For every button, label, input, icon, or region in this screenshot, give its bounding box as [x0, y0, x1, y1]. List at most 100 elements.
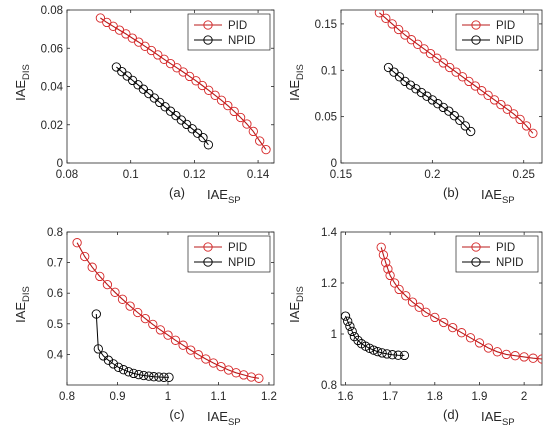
- x-tick-label: 1.6: [337, 391, 353, 403]
- data-point-pid: [374, 10, 385, 18]
- data-point-pid: [172, 63, 182, 73]
- x-axis-title: IAESP: [481, 187, 515, 206]
- plot-area-frame: [340, 231, 543, 386]
- x-tick-label: 0.08: [56, 169, 78, 181]
- y-tick-label: 0.08: [41, 5, 63, 17]
- y-axis-title-sub: DIS: [295, 286, 306, 302]
- data-point-pid: [483, 90, 493, 100]
- data-point-pid: [80, 251, 90, 262]
- data-point-pid: [201, 354, 211, 364]
- data-point-npid: [341, 311, 351, 321]
- x-tick-label: 0.12: [183, 169, 205, 181]
- y-tick-label: 0.5: [47, 319, 63, 331]
- chart-panel-c: 0.8 0.9 1 1.1 1.20.40.50.60.70.8(c) IAESPIAED…: [13, 227, 277, 428]
- data-point-pid: [492, 347, 502, 357]
- data-point-pid: [465, 333, 476, 343]
- y-tick-label: 0.05: [315, 112, 337, 124]
- legend-label-pid: PID: [228, 20, 247, 32]
- data-point-pid: [419, 44, 429, 54]
- data-point-pid: [509, 109, 519, 119]
- data-point-npid: [111, 62, 122, 72]
- legend-box: [455, 13, 539, 51]
- panel-label: (d): [443, 407, 459, 422]
- data-point-pid: [451, 67, 461, 77]
- legend-label-npid: NPID: [496, 35, 523, 47]
- x-tick-label: 0.1: [123, 169, 139, 181]
- data-point-pid: [197, 80, 207, 91]
- series-line-npid: [388, 67, 472, 132]
- data-point-npid: [449, 111, 459, 121]
- data-point-pid: [210, 90, 220, 100]
- data-point-pid: [501, 349, 511, 360]
- data-point-pid: [255, 136, 265, 146]
- x-axis-title-sub: SP: [228, 417, 241, 428]
- data-point-npid: [394, 72, 405, 82]
- y-axis-title-sub: DIS: [21, 64, 32, 80]
- data-point-npid: [387, 350, 398, 360]
- series-line-pid: [379, 12, 534, 134]
- data-point-pid: [385, 270, 395, 281]
- series-npid: [341, 311, 410, 361]
- x-tick-label: 1.2: [261, 391, 277, 403]
- y-axis-title-sub: DIS: [295, 64, 306, 80]
- data-point-pid: [95, 271, 105, 282]
- data-point-npid: [460, 121, 470, 131]
- series-line-npid: [345, 315, 405, 356]
- data-point-pid: [148, 319, 158, 330]
- data-point-pid: [407, 297, 418, 307]
- data-point-pid: [401, 291, 411, 301]
- data-point-pid: [125, 301, 135, 311]
- legend-marker-npid: [203, 257, 213, 267]
- data-point-pid: [438, 58, 448, 68]
- y-tick-label: 0.06: [41, 43, 63, 55]
- data-point-npid: [93, 344, 103, 354]
- data-point-npid: [103, 355, 114, 365]
- data-point-npid: [139, 370, 149, 381]
- plot-area-frame: [340, 9, 543, 164]
- series-line-pid: [76, 242, 259, 379]
- data-point-pid: [140, 41, 150, 51]
- data-point-pid: [155, 325, 166, 335]
- data-point-npid: [393, 350, 403, 360]
- legend-box: [455, 235, 539, 273]
- legend: PID NPID: [455, 235, 539, 273]
- data-point-npid: [134, 369, 144, 380]
- x-axis-title: IAESP: [207, 409, 241, 428]
- y-tick-label: 0.8: [321, 380, 337, 392]
- x-tick-label: 1: [165, 391, 171, 403]
- legend-label-pid: PID: [496, 242, 515, 254]
- data-point-pid: [121, 29, 131, 39]
- data-point-pid: [413, 39, 423, 49]
- data-point-pid: [208, 358, 219, 368]
- data-point-pid: [184, 71, 195, 82]
- data-point-pid: [521, 121, 532, 131]
- y-axis-title-main: IAE: [13, 302, 28, 323]
- legend-label-pid: PID: [228, 242, 247, 254]
- data-point-pid: [421, 307, 431, 317]
- y-tick-label: 0.6: [47, 288, 63, 300]
- data-point-pid: [439, 317, 449, 328]
- legend-marker-pid: [471, 242, 481, 252]
- x-axis-title-main: IAE: [207, 409, 228, 424]
- panel-label: (b): [443, 185, 459, 200]
- data-point-npid: [123, 367, 134, 377]
- data-point-npid: [113, 362, 124, 372]
- data-point-pid: [519, 352, 529, 362]
- x-axis-title-sub: SP: [502, 417, 515, 428]
- data-point-pid: [489, 95, 500, 105]
- data-point-pid: [483, 343, 494, 353]
- y-tick-label: 0: [331, 158, 337, 170]
- data-point-npid: [128, 368, 139, 379]
- y-axis-title: IAEDIS: [287, 64, 306, 101]
- y-axis-title-sub: DIS: [21, 286, 32, 302]
- data-point-npid: [368, 345, 379, 355]
- data-point-pid: [389, 278, 400, 288]
- data-point-pid: [502, 104, 512, 114]
- series-line-npid: [116, 66, 209, 146]
- chart-panel-d: 1.6 1.7 1.8 1.9 20.811.21.4(d) IAESPIAEDISPID…: [287, 227, 543, 428]
- data-point-npid: [198, 132, 208, 143]
- legend-marker-npid: [471, 257, 481, 267]
- legend-box: [187, 13, 271, 51]
- data-point-pid: [191, 76, 201, 86]
- data-point-npid: [203, 140, 214, 150]
